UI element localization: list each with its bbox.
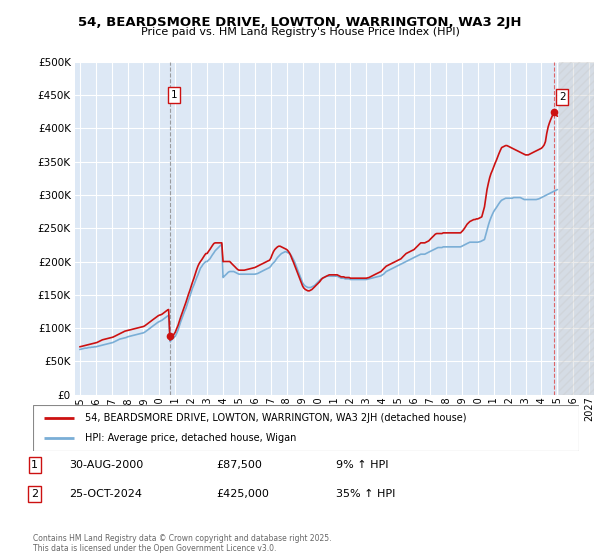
Text: 1: 1 bbox=[170, 90, 177, 100]
Text: Price paid vs. HM Land Registry's House Price Index (HPI): Price paid vs. HM Land Registry's House … bbox=[140, 27, 460, 37]
Text: 9% ↑ HPI: 9% ↑ HPI bbox=[336, 460, 389, 470]
Text: 1: 1 bbox=[31, 460, 38, 470]
Text: £425,000: £425,000 bbox=[216, 489, 269, 500]
Text: 54, BEARDSMORE DRIVE, LOWTON, WARRINGTON, WA3 2JH (detached house): 54, BEARDSMORE DRIVE, LOWTON, WARRINGTON… bbox=[85, 413, 466, 423]
Text: 25-OCT-2024: 25-OCT-2024 bbox=[69, 489, 142, 500]
Text: Contains HM Land Registry data © Crown copyright and database right 2025.
This d: Contains HM Land Registry data © Crown c… bbox=[33, 534, 331, 553]
Text: HPI: Average price, detached house, Wigan: HPI: Average price, detached house, Wiga… bbox=[85, 433, 296, 444]
Text: 30-AUG-2000: 30-AUG-2000 bbox=[69, 460, 143, 470]
Text: 2: 2 bbox=[559, 92, 566, 102]
Text: 2: 2 bbox=[31, 489, 38, 500]
Text: 54, BEARDSMORE DRIVE, LOWTON, WARRINGTON, WA3 2JH: 54, BEARDSMORE DRIVE, LOWTON, WARRINGTON… bbox=[78, 16, 522, 29]
Bar bbox=[559, 62, 594, 395]
Text: £87,500: £87,500 bbox=[216, 460, 262, 470]
Text: 35% ↑ HPI: 35% ↑ HPI bbox=[336, 489, 395, 500]
